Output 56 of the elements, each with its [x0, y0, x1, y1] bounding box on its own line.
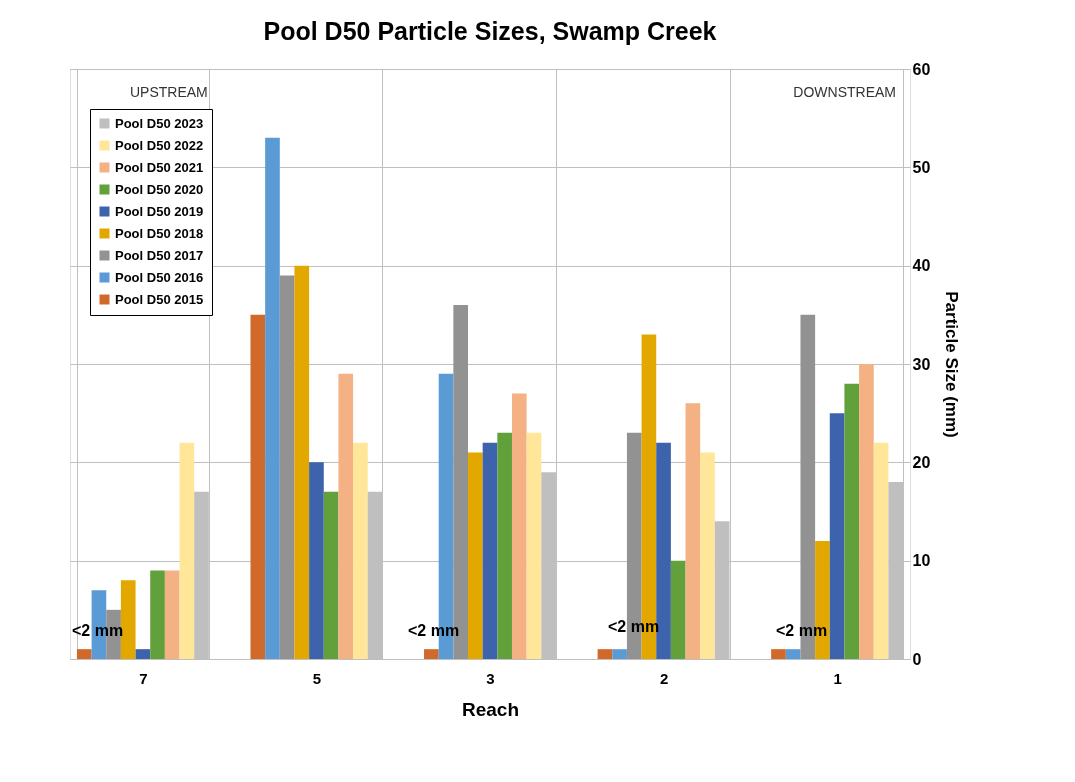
- y-tick-label: 30: [912, 355, 931, 373]
- bar: [511, 393, 527, 659]
- bar: [859, 364, 874, 659]
- x-tick-label: 3: [486, 669, 495, 687]
- y-tick-label: 40: [912, 257, 931, 275]
- bar: [597, 649, 613, 659]
- bar: [685, 403, 701, 659]
- legend-label: Pool D50 2017: [115, 247, 204, 263]
- bar: [250, 314, 266, 659]
- y-tick-label: 10: [912, 552, 931, 570]
- legend-label: Pool D50 2015: [115, 291, 204, 307]
- x-tick-label: 1: [833, 669, 842, 687]
- bar: [164, 570, 180, 659]
- bar: [873, 442, 889, 659]
- y-axis-title: Particle Size (mm): [942, 291, 962, 438]
- bar: [829, 413, 845, 659]
- bar: [468, 452, 483, 659]
- bar: [150, 570, 165, 659]
- bar: [482, 442, 498, 659]
- bar: [135, 649, 151, 659]
- legend-label: Pool D50 2018: [115, 225, 204, 241]
- bar: [424, 649, 439, 659]
- bar: [526, 432, 542, 659]
- legend-label: Pool D50 2020: [115, 181, 204, 197]
- legend-label: Pool D50 2021: [115, 159, 204, 175]
- bar: [76, 649, 92, 659]
- y-tick-label: 0: [912, 650, 922, 668]
- bar: [179, 442, 195, 659]
- bar: [338, 373, 354, 659]
- bar: [279, 275, 295, 659]
- bar: [785, 649, 801, 659]
- x-tick-label: 5: [312, 669, 322, 687]
- annotation: UPSTREAM: [130, 84, 208, 100]
- bar: [497, 432, 512, 659]
- legend-label: Pool D50 2016: [115, 269, 204, 285]
- x-tick-label: 7: [139, 669, 148, 687]
- y-tick-label: 20: [912, 453, 931, 471]
- x-axis-title: Reach: [461, 698, 520, 720]
- legend-label: Pool D50 2019: [115, 203, 204, 219]
- y-tick-label: 50: [912, 158, 931, 176]
- chart-title: Pool D50 Particle Sizes, Swamp Creek: [263, 17, 717, 45]
- x-tick-label: 2: [659, 669, 669, 687]
- y-tick-label: 60: [912, 60, 931, 78]
- annotation: DOWNSTREAM: [793, 84, 896, 100]
- bar: [265, 137, 280, 659]
- legend-label: Pool D50 2023: [115, 115, 204, 131]
- bar: [294, 265, 310, 659]
- bar: [771, 649, 786, 659]
- bar: [309, 462, 324, 659]
- bar: [323, 491, 339, 659]
- legend-label: Pool D50 2022: [115, 137, 204, 153]
- bar: [844, 383, 860, 659]
- bar: [353, 442, 368, 659]
- bar: [700, 452, 715, 659]
- bar: [612, 649, 627, 659]
- bar: [670, 560, 686, 659]
